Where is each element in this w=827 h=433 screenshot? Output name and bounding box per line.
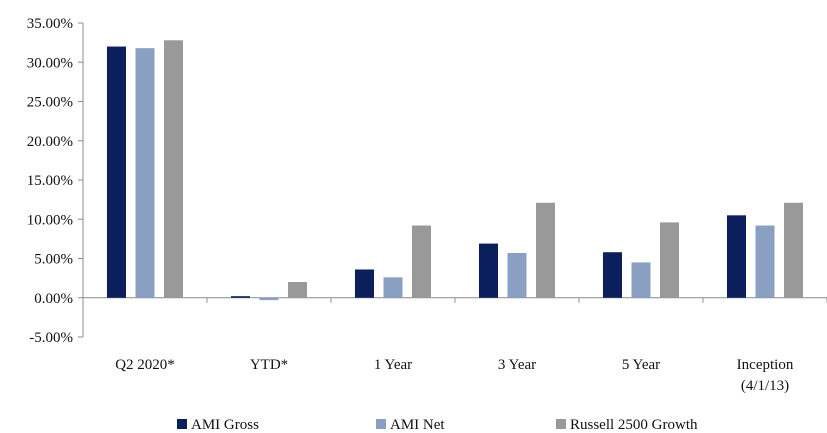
y-tick-label: 0.00% [34,291,73,307]
legend-label: AMI Gross [191,417,259,433]
legend-swatch [556,419,566,429]
x-category-label: Q2 2020* [115,357,175,373]
bar-ami-net [383,277,403,298]
bar-russell-2500-growth [164,40,183,298]
x-category-label: 5 Year [622,357,660,373]
bar-ami-gross [479,243,498,298]
bar-russell-2500-growth [288,282,307,298]
bar-russell-2500-growth [536,202,555,298]
x-category-label: 1 Year [374,357,412,373]
x-category-sublabel: (4/1/13) [741,378,789,394]
legend-swatch [177,419,187,429]
bar-ami-net [631,262,651,298]
x-category-label: YTD* [250,357,288,373]
bar-ami-net [135,48,155,298]
y-tick-label: 30.00% [27,55,73,71]
x-category-label: Inception [737,357,794,373]
y-tick-label: 10.00% [27,212,73,228]
y-tick-label: 5.00% [34,252,73,268]
bar-ami-net [259,297,279,301]
x-category-label: 3 Year [498,357,536,373]
legend-swatch [376,419,386,429]
bar-ami-gross [603,252,622,298]
bar-russell-2500-growth [784,202,803,298]
legend-label: Russell 2500 Growth [570,417,698,433]
bar-russell-2500-growth [412,225,431,298]
x-axis: Q2 2020* YTD* 1 Year 3 Year 5 Year Inception (… [82,297,827,394]
bar-ami-gross [107,46,126,298]
y-tick-label: 15.00% [27,173,73,189]
bar-ami-net [755,225,775,298]
bars [107,40,803,301]
legend: AMI Gross AMI Net Russell 2500 Growth [177,417,698,433]
y-axis: 35.00% 30.00% 25.00% 20.00% 15.00% 10.00% 5.00… [27,16,84,346]
y-tick-label: 35.00% [27,16,73,32]
y-tick-label: 25.00% [27,95,73,111]
bar-ami-gross [231,296,250,298]
bar-ami-gross [355,269,374,298]
y-tick-label: 20.00% [27,134,73,150]
legend-label: AMI Net [390,417,445,433]
bar-russell-2500-growth [660,222,679,298]
y-tick-label: -5.00% [29,330,73,346]
bar-ami-net [507,253,527,298]
bar-ami-gross [727,215,746,298]
